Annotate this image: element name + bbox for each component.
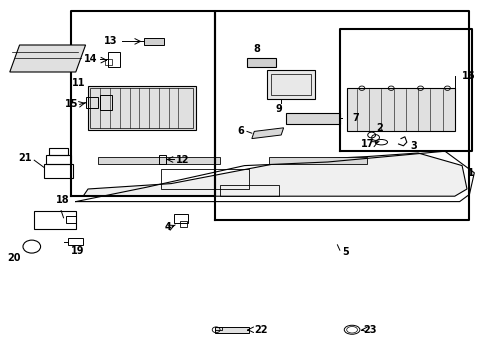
FancyBboxPatch shape [268,157,366,164]
Polygon shape [10,45,85,72]
Text: 22: 22 [254,325,267,335]
Text: 8: 8 [253,44,260,54]
Text: 13: 13 [103,36,117,46]
Text: 16: 16 [461,71,475,81]
FancyBboxPatch shape [266,70,315,99]
FancyBboxPatch shape [88,86,195,130]
Text: 4: 4 [164,222,171,232]
Text: 19: 19 [71,246,84,256]
Text: 15: 15 [64,99,78,109]
FancyBboxPatch shape [346,88,454,131]
FancyBboxPatch shape [215,327,249,333]
FancyBboxPatch shape [98,157,220,164]
Text: 5: 5 [342,247,348,257]
Text: 3: 3 [410,141,417,151]
Text: 21: 21 [18,153,32,163]
Text: 14: 14 [84,54,98,64]
Text: 7: 7 [351,113,358,123]
Text: 6: 6 [237,126,244,136]
Text: 11: 11 [72,78,85,88]
FancyBboxPatch shape [144,38,163,45]
Text: 23: 23 [362,325,376,335]
Text: 2: 2 [376,123,383,133]
Text: 17: 17 [360,139,373,149]
Text: 1: 1 [466,168,474,178]
FancyBboxPatch shape [246,58,276,67]
FancyBboxPatch shape [285,113,339,124]
Polygon shape [251,128,283,139]
Text: 20: 20 [7,253,20,263]
Text: 12: 12 [176,155,189,165]
Text: 9: 9 [275,104,282,114]
Text: 18: 18 [56,195,70,205]
Polygon shape [83,153,466,196]
